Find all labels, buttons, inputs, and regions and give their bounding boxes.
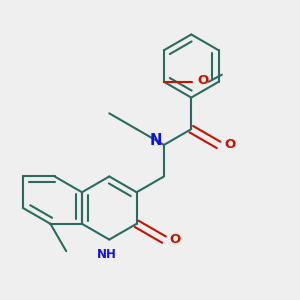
Text: O: O [224,138,236,152]
Text: NH: NH [97,248,117,261]
Text: O: O [169,233,181,246]
Text: O: O [197,74,208,87]
Text: N: N [150,133,162,148]
